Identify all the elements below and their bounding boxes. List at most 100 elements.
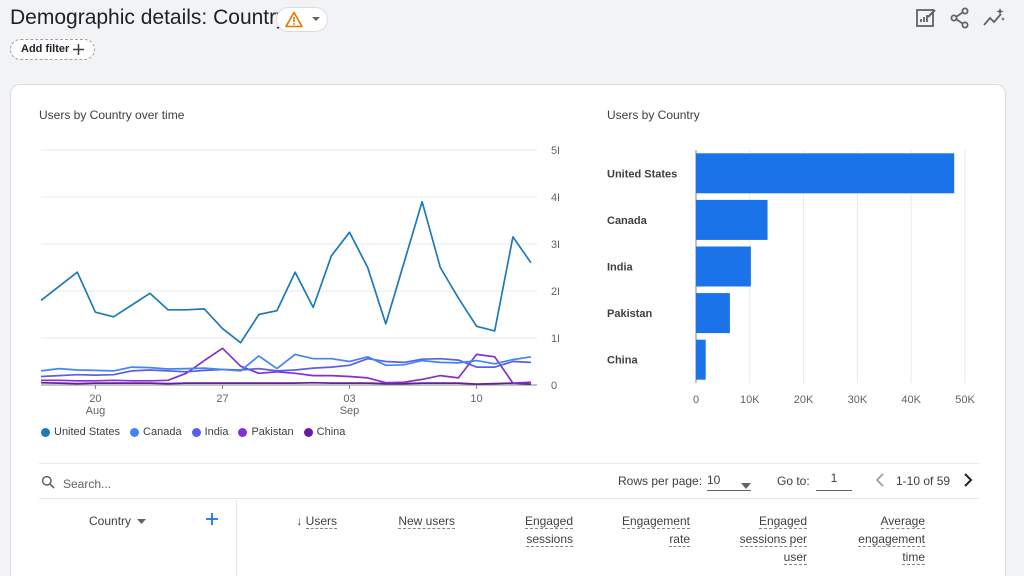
y-tick-label: 4K (551, 192, 559, 204)
metric-column-header[interactable]: ↓ Users (296, 512, 337, 530)
x-tick-label: 40K (901, 394, 921, 406)
search-input[interactable]: Search... (63, 476, 112, 491)
x-tick-label: 20K (794, 394, 814, 406)
table-search[interactable]: Search... (41, 475, 111, 492)
metric-header-label: sessions (526, 532, 573, 547)
warning-icon (285, 11, 303, 33)
legend-label: United States (54, 426, 121, 438)
prev-page-button[interactable] (873, 472, 887, 491)
legend-label: Pakistan (251, 426, 294, 438)
bar-canada[interactable] (696, 199, 768, 240)
category-label: Pakistan (607, 308, 653, 320)
category-label: China (607, 355, 638, 367)
metric-header-label: time (902, 550, 925, 565)
y-tick-label: 3K (551, 239, 559, 251)
metric-header-label: user (783, 550, 807, 565)
rows-per-page-select[interactable]: 10 (707, 471, 751, 491)
metric-column-header[interactable]: Engagement rate (621, 512, 690, 548)
x-tick-label: 10K (740, 394, 760, 406)
goto-page-input[interactable]: 1 (816, 471, 852, 491)
legend-dot (303, 427, 313, 437)
legend-item-canada[interactable]: Canada (130, 426, 182, 438)
legend-dot (130, 427, 140, 437)
caret-down-icon (137, 514, 147, 528)
legend-label: China (316, 426, 346, 438)
metric-header-label: rate (669, 532, 690, 547)
metric-header-label: sessions per (739, 532, 807, 547)
metric-column-header[interactable]: Engaged sessions per user (739, 512, 807, 566)
legend-item-india[interactable]: India (191, 426, 229, 438)
category-label: United States (607, 168, 677, 180)
series-line-pakistan[interactable] (41, 347, 532, 384)
legend-item-china[interactable]: China (303, 426, 346, 438)
y-tick-label: 2K (551, 286, 559, 298)
x-tick-label: 03 (343, 393, 355, 405)
x-tick-label: 30K (848, 394, 868, 406)
y-tick-label: 0 (551, 380, 557, 392)
bar-india[interactable] (696, 246, 751, 287)
divider (39, 498, 979, 499)
plus-icon (72, 43, 85, 63)
rows-per-page-label: Rows per page: (618, 474, 703, 488)
line-chart-legend: United States Canada India Pakistan China (41, 426, 345, 438)
y-tick-label: 5K (551, 145, 559, 157)
metric-header-label: New users (398, 514, 455, 529)
bar-china[interactable] (696, 339, 706, 380)
dimension-selector[interactable]: Country (89, 514, 147, 528)
metric-header-label: Engaged (524, 514, 573, 529)
legend-dot (41, 427, 50, 437)
legend-dot (191, 427, 201, 437)
metric-column-header[interactable]: New users (398, 512, 455, 530)
edit-report-icon[interactable] (914, 6, 938, 30)
y-tick-label: 1K (551, 333, 559, 345)
metric-header-label: Engagement (621, 514, 690, 529)
series-line-india[interactable] (40, 357, 532, 378)
dimension-header-cell: Country (39, 500, 237, 576)
category-label: Canada (607, 215, 648, 227)
legend-item-united-states[interactable]: United States (41, 426, 120, 438)
metric-header-label: engagement (858, 532, 925, 547)
x-tick-month-label: Sep (340, 405, 360, 417)
x-tick-month-label: Aug (86, 405, 106, 417)
bar-united-states[interactable] (696, 153, 955, 194)
rows-per-page-value: 10 (707, 473, 721, 487)
series-line-united-states[interactable] (40, 200, 532, 344)
bar-chart-title: Users by Country (607, 108, 700, 122)
next-page-button[interactable] (961, 472, 975, 491)
metric-column-header[interactable]: Engaged sessions (524, 512, 573, 548)
chevron-down-icon (309, 12, 323, 31)
add-dimension-button[interactable] (205, 512, 219, 531)
page-title: Demographic details: Country (10, 6, 287, 29)
metric-column-header[interactable]: Average engagement time (858, 512, 925, 566)
report-card: Users by Country over time Users by Coun… (10, 84, 1006, 576)
users-by-country-bar-chart[interactable]: 0 10K 20K 30K 40K 50K United States Canada India… (601, 140, 986, 420)
add-filter-label: Add filter (21, 43, 70, 55)
search-icon (41, 475, 55, 492)
series-line-canada[interactable] (40, 353, 532, 372)
metric-header-label: Users (305, 514, 337, 529)
metric-header-label: Average (880, 514, 925, 529)
series-line-china[interactable] (40, 381, 532, 385)
category-label: India (607, 262, 634, 274)
add-filter-button[interactable]: Add filter (10, 39, 95, 60)
line-chart-title: Users by Country over time (39, 108, 185, 122)
metric-header-label: Engaged (758, 514, 807, 529)
legend-label: India (204, 426, 229, 438)
share-icon[interactable] (948, 6, 972, 30)
bar-pakistan[interactable] (696, 293, 730, 334)
dimension-label: Country (89, 514, 132, 528)
goto-label: Go to: (777, 474, 810, 488)
x-tick-label: 20 (89, 393, 101, 405)
insights-icon[interactable] (982, 6, 1006, 30)
legend-item-pakistan[interactable]: Pakistan (238, 426, 294, 438)
x-tick-label: 50K (955, 394, 975, 406)
x-tick-label: 10 (470, 393, 482, 405)
x-tick-label: 27 (216, 393, 228, 405)
x-tick-label: 0 (693, 394, 699, 406)
divider (39, 463, 979, 464)
page-range: 1-10 of 59 (896, 474, 951, 488)
sort-arrow-icon: ↓ (296, 514, 306, 528)
legend-dot (238, 427, 248, 437)
comparison-warning-chip[interactable] (276, 7, 328, 32)
